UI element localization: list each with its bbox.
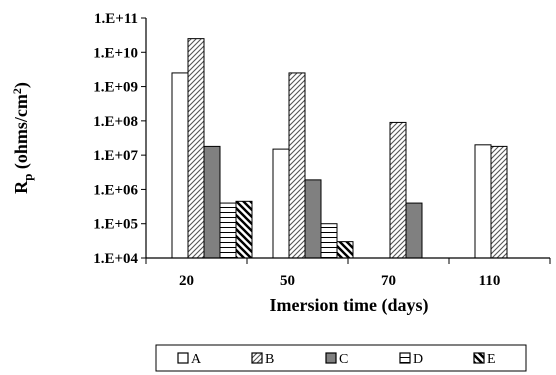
x-axis-title: Imersion time (days) (270, 295, 429, 316)
bar-C-70 (405, 202, 423, 259)
legend-box (155, 344, 527, 372)
axes (141, 17, 551, 264)
bar-B-20 (187, 38, 205, 259)
x-tick-label: 70 (381, 273, 396, 289)
y-tick-label: 1.E+11 (94, 11, 138, 27)
x-tick-label: 110 (479, 273, 501, 289)
bar-D-50 (320, 223, 338, 259)
bar-D-20 (219, 202, 237, 259)
y-tick-label: 1.E+07 (93, 148, 138, 164)
legend-swatch-E (473, 352, 485, 364)
bar-A-110 (474, 144, 492, 259)
bar-A-20 (171, 72, 189, 259)
y-tick-label: 1.E+05 (93, 217, 138, 233)
legend-swatch-A (177, 352, 189, 364)
y-axis-title-sub: p (20, 174, 35, 181)
y-tick-label: 1.E+10 (93, 45, 138, 61)
y-tick-label: 1.E+08 (93, 114, 138, 130)
y-axis-title-sup: 2 (10, 88, 24, 94)
legend-label-B: B (265, 352, 274, 367)
x-tick-label: 20 (179, 273, 194, 289)
y-axis-title-unit: (ohms/cm (11, 94, 32, 174)
tick-labels: 20 50 70 110 1.E+04 1.E+05 1.E+06 1.E+07 1.E+08 1… (93, 11, 500, 289)
legend-label-D: D (413, 352, 423, 367)
y-tick-label: 1.E+06 (93, 182, 138, 198)
bar-B-50 (288, 72, 306, 259)
svg-text:Rp (ohms/cm2): Rp (ohms/cm2) (10, 82, 35, 194)
legend-swatch-C (325, 352, 337, 364)
y-tick-label: 1.E+04 (93, 251, 138, 267)
y-tick-label: 1.E+09 (93, 80, 138, 96)
legend-label-C: C (339, 352, 348, 367)
bar-C-20 (203, 145, 221, 259)
legend-label-E: E (487, 352, 496, 367)
plot-area (171, 38, 508, 259)
y-axis-title-main: R (11, 180, 31, 194)
bar-E-20 (235, 200, 253, 259)
x-tick-label: 50 (280, 273, 295, 289)
legend-label-A: A (191, 352, 202, 367)
y-axis-title: Rp (ohms/cm2) (10, 82, 35, 194)
bar-B-70 (389, 121, 407, 259)
legend-swatch-D (399, 352, 411, 364)
legend: A B C D E (155, 344, 527, 372)
bar-A-50 (272, 148, 290, 259)
legend-swatch-B (251, 352, 263, 364)
y-axis-title-close: ) (11, 82, 32, 88)
bar-B-110 (490, 145, 508, 259)
bar-C-50 (304, 179, 322, 259)
bar-E-50 (336, 241, 354, 259)
